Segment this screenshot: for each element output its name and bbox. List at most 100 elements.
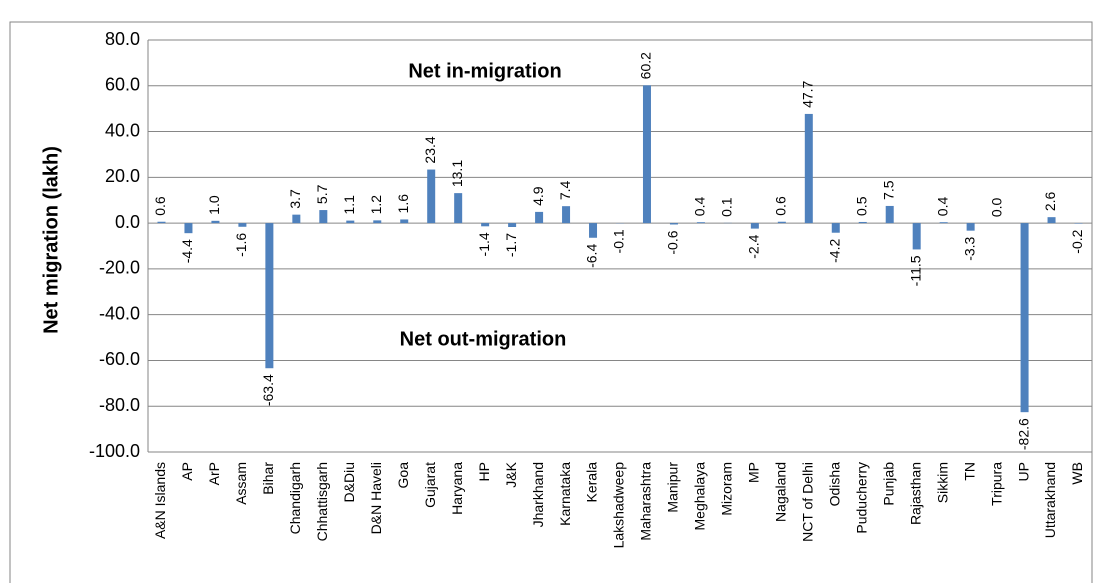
x-tick-label: TN xyxy=(961,462,977,481)
value-label: 7.5 xyxy=(880,180,896,200)
bar xyxy=(696,222,705,224)
bar xyxy=(211,220,220,224)
y-tick-label: 20.0 xyxy=(105,166,140,186)
x-tick-label: Assam xyxy=(233,462,249,505)
annotation: Net out-migration xyxy=(400,328,567,350)
value-label: -1.7 xyxy=(503,233,519,257)
x-tick-label: Jharkhand xyxy=(530,462,546,527)
value-label: 13.1 xyxy=(449,160,465,187)
y-tick-label: -20.0 xyxy=(99,258,140,278)
bar xyxy=(1047,217,1056,224)
value-label: -11.5 xyxy=(907,255,923,286)
bar xyxy=(508,223,517,228)
value-label: 0.6 xyxy=(152,196,168,216)
value-label: -1.6 xyxy=(233,233,249,257)
value-label: 1.2 xyxy=(368,195,384,215)
bar xyxy=(400,219,409,224)
value-label: 23.4 xyxy=(422,136,438,163)
value-label: 0.4 xyxy=(692,197,708,217)
x-tick-label: Mizoram xyxy=(719,462,735,516)
value-label: 2.6 xyxy=(1042,191,1058,211)
bar xyxy=(804,113,813,224)
annotation: Net in-migration xyxy=(408,60,561,82)
y-tick-label: 80.0 xyxy=(105,29,140,49)
bar xyxy=(589,223,598,238)
value-label: -2.4 xyxy=(746,234,762,258)
x-tick-label: Chhattisgarh xyxy=(314,462,330,541)
value-label: -6.4 xyxy=(584,244,600,268)
value-label: -4.4 xyxy=(179,239,195,263)
value-label: -63.4 xyxy=(260,374,276,406)
value-label: 0.0 xyxy=(988,197,1004,217)
y-tick-label: -80.0 xyxy=(99,395,140,415)
value-label: 1.1 xyxy=(341,195,357,215)
x-tick-label: Chandigarh xyxy=(287,462,303,534)
bar xyxy=(535,211,544,224)
value-label: -0.2 xyxy=(1069,229,1085,253)
y-tick-label: 40.0 xyxy=(105,120,140,140)
x-tick-label: Tripura xyxy=(988,462,1004,506)
chart-border xyxy=(9,21,1093,583)
bar xyxy=(777,221,786,224)
value-label: 5.7 xyxy=(314,184,330,204)
value-label: 60.2 xyxy=(638,52,654,79)
x-tick-label: NCT of Delhi xyxy=(800,462,816,542)
bar xyxy=(939,222,948,224)
value-label: -0.1 xyxy=(611,229,627,253)
value-label: -0.6 xyxy=(665,230,681,254)
bar xyxy=(157,221,166,224)
value-label: 0.4 xyxy=(934,197,950,217)
x-tick-label: Haryana xyxy=(449,462,465,515)
value-label: 1.0 xyxy=(206,195,222,215)
value-label: 0.1 xyxy=(719,197,735,217)
bar xyxy=(858,221,867,224)
value-label: -3.3 xyxy=(961,236,977,260)
bar xyxy=(831,223,840,233)
y-tick-label: -100.0 xyxy=(89,441,140,461)
bar xyxy=(1020,223,1029,413)
x-tick-label: Gujarat xyxy=(422,462,438,508)
x-tick-label: D&N Haveli xyxy=(368,462,384,534)
value-label: 3.7 xyxy=(287,189,303,209)
value-label: 4.9 xyxy=(530,186,546,206)
bar xyxy=(427,169,436,224)
bar xyxy=(346,220,355,224)
x-tick-label: Kerala xyxy=(584,462,600,503)
x-tick-label: Maharashtra xyxy=(638,462,654,541)
value-label: 0.6 xyxy=(773,196,789,216)
x-tick-label: Goa xyxy=(395,462,411,489)
y-axis-title: Net migration (lakh) xyxy=(40,146,62,334)
x-tick-label: Punjab xyxy=(880,462,896,506)
bar xyxy=(454,193,463,224)
y-tick-label: 0.0 xyxy=(115,212,140,232)
x-tick-label: A&N Islands xyxy=(152,462,168,539)
y-tick-label: -60.0 xyxy=(99,349,140,369)
x-tick-label: WB xyxy=(1069,462,1085,485)
x-tick-label: Karnataka xyxy=(557,462,573,526)
x-tick-label: Odisha xyxy=(826,462,842,507)
x-tick-label: J&K xyxy=(503,461,519,487)
bar xyxy=(966,223,975,231)
bar xyxy=(373,220,382,224)
value-label: -4.2 xyxy=(826,239,842,263)
x-tick-label: Puducherry xyxy=(853,462,869,534)
x-tick-label: UP xyxy=(1015,462,1031,481)
x-tick-label: Sikkim xyxy=(934,462,950,503)
bar xyxy=(885,205,894,224)
bar xyxy=(238,223,247,227)
x-tick-label: AP xyxy=(179,462,195,481)
bar xyxy=(669,223,678,225)
bar xyxy=(184,223,193,234)
bar xyxy=(912,223,921,250)
x-tick-label: HP xyxy=(476,462,492,481)
value-label: 1.6 xyxy=(395,194,411,214)
x-tick-label: Manipur xyxy=(665,462,681,513)
x-tick-label: Bihar xyxy=(260,462,276,495)
bar xyxy=(562,206,571,224)
x-tick-label: D&Diu xyxy=(341,462,357,502)
bar xyxy=(319,210,328,224)
bar xyxy=(292,214,301,224)
x-tick-label: Nagaland xyxy=(773,462,789,522)
bar xyxy=(750,223,759,229)
